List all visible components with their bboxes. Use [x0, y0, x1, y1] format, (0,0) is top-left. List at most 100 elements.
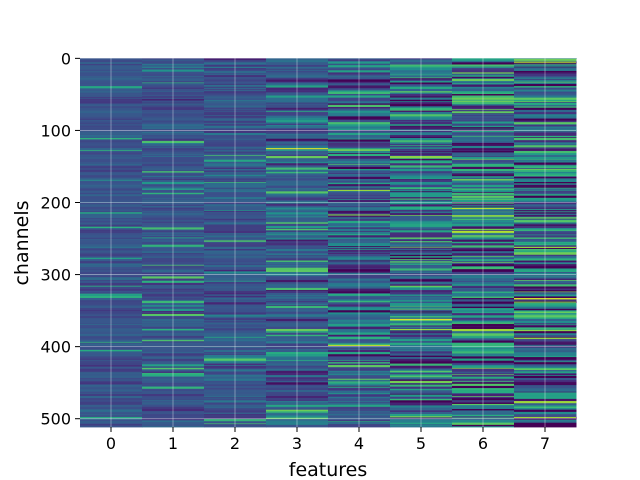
heatmap-cell — [266, 136, 329, 140]
heatmap-cell — [80, 422, 143, 425]
heatmap-cell — [390, 292, 453, 295]
heatmap-cell — [514, 250, 577, 253]
heatmap-cell — [266, 273, 329, 277]
heatmap-cell — [390, 369, 453, 372]
heatmap-cell — [266, 123, 329, 126]
heatmap-cell — [80, 104, 143, 106]
heatmap-cell — [266, 228, 329, 231]
heatmap-cell — [142, 268, 205, 270]
heatmap-cell — [80, 164, 143, 167]
heatmap-cell — [390, 361, 453, 364]
heatmap-cell — [452, 414, 515, 417]
heatmap-cell — [80, 115, 143, 117]
heatmap-cell — [142, 105, 205, 107]
heatmap-cell — [266, 311, 329, 315]
heatmap-cell — [328, 326, 391, 328]
heatmap-cell — [514, 408, 577, 411]
heatmap-cell — [142, 174, 205, 176]
heatmap-cell — [514, 187, 577, 189]
heatmap-cell — [204, 137, 267, 140]
heatmap-cell — [452, 299, 515, 301]
heatmap-cell — [390, 212, 453, 216]
heatmap-cell — [514, 362, 577, 365]
heatmap-cell — [142, 205, 205, 208]
heatmap-cell — [142, 293, 205, 297]
y-tick-label: 0 — [61, 49, 71, 68]
heatmap-cell — [452, 291, 515, 294]
heatmap-cell — [142, 384, 205, 386]
heatmap-cell — [514, 202, 577, 205]
heatmap-cell — [390, 264, 453, 267]
heatmap-cell — [142, 335, 205, 337]
heatmap-cell — [452, 192, 515, 194]
heatmap-cell — [452, 232, 515, 234]
x-axis-label: features — [289, 459, 368, 480]
heatmap-cell — [390, 118, 453, 121]
heatmap-cell — [80, 213, 143, 217]
heatmap-cell — [266, 261, 329, 265]
heatmap-cell — [452, 206, 515, 208]
heatmap-cell — [80, 152, 143, 155]
heatmap-cell — [390, 398, 453, 401]
heatmap-cell — [452, 317, 515, 319]
heatmap-cell — [390, 143, 453, 145]
heatmap-cell — [266, 401, 329, 403]
heatmap-cell — [452, 353, 515, 357]
heatmap-cell — [452, 383, 515, 387]
heatmap-cell — [452, 248, 515, 251]
heatmap-cell — [204, 398, 267, 401]
heatmap-cell — [390, 117, 453, 119]
heatmap-cell — [80, 380, 143, 383]
heatmap-cell — [390, 135, 453, 138]
heatmap-cell — [142, 330, 205, 332]
heatmap-cell — [390, 192, 453, 194]
heatmap-cell — [390, 246, 453, 248]
heatmap-cell — [142, 344, 205, 346]
heatmap-cell — [328, 362, 391, 364]
heatmap-cell — [266, 243, 329, 246]
heatmap-cell — [142, 76, 205, 78]
heatmap-cell — [390, 336, 453, 340]
heatmap-cell — [142, 243, 205, 246]
heatmap-cell — [142, 212, 205, 214]
heatmap-cell — [452, 306, 515, 309]
heatmap-cell — [328, 421, 391, 425]
heatmap-cell — [142, 350, 205, 353]
heatmap-cell — [514, 112, 577, 115]
heatmap-cell — [514, 127, 577, 130]
heatmap-cell — [390, 243, 453, 246]
heatmap-cell — [452, 84, 515, 88]
heatmap-cell — [390, 271, 453, 274]
heatmap-cell — [266, 308, 329, 310]
heatmap-cell — [80, 314, 143, 317]
heatmap-cell — [142, 233, 205, 235]
heatmap-cell — [452, 280, 515, 283]
heatmap-cell — [514, 165, 577, 168]
heatmap-cell — [142, 244, 205, 248]
heatmap-cell — [142, 419, 205, 421]
heatmap-cell — [390, 232, 453, 235]
heatmap-cell — [142, 140, 205, 144]
heatmap-cell — [390, 60, 453, 62]
heatmap-cell — [390, 200, 453, 203]
heatmap-cell — [266, 264, 329, 266]
heatmap-cell — [204, 122, 267, 124]
heatmap-cell — [514, 260, 577, 262]
heatmap-cell — [390, 311, 453, 313]
heatmap-cell — [514, 343, 577, 346]
heatmap-cell — [80, 387, 143, 390]
heatmap-cell — [390, 81, 453, 83]
heatmap-cell — [514, 101, 577, 103]
heatmap-cell — [266, 201, 329, 204]
heatmap-cell — [266, 415, 329, 419]
heatmap-cell — [142, 215, 205, 217]
heatmap-cell — [80, 199, 143, 202]
heatmap-cell — [266, 267, 329, 271]
heatmap-cell — [80, 161, 143, 163]
heatmap-cell — [328, 216, 391, 218]
heatmap-cell — [80, 63, 143, 65]
heatmap-cell — [266, 332, 329, 336]
heatmap-cell — [328, 297, 391, 300]
heatmap-cell — [390, 187, 453, 189]
heatmap-cell — [514, 216, 577, 218]
